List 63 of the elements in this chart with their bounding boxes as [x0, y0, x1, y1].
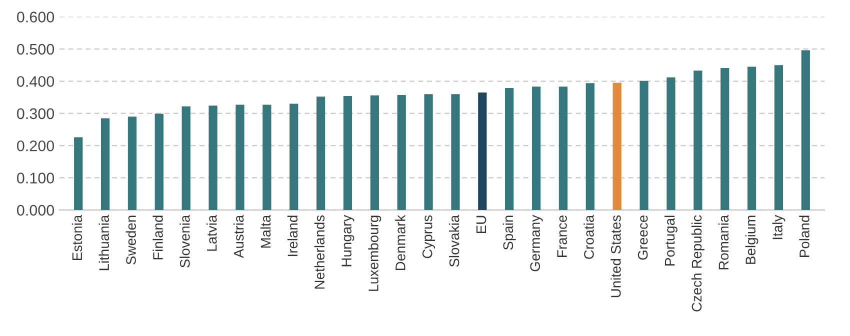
bar: [558, 86, 568, 210]
x-tick-label: France: [557, 215, 567, 257]
bar: [747, 66, 756, 210]
x-tick-label: Slovenia: [180, 214, 190, 268]
x-tick-label: EU: [476, 216, 486, 234]
x-tick-label: Estonia: [72, 214, 82, 260]
y-tick-label: 0.400: [17, 76, 54, 87]
bar: [666, 77, 676, 210]
bar: [505, 88, 514, 210]
x-tick-label: Sweden: [126, 216, 136, 264]
bar: [694, 70, 702, 210]
x-tick-label: Spain: [502, 216, 516, 250]
x-tick-label: Croatia: [584, 214, 594, 259]
bar: [640, 80, 648, 210]
bar: [586, 83, 594, 210]
x-tick-label: Malta: [260, 214, 271, 248]
x-tick-label: Latvia: [206, 214, 217, 251]
bar: [424, 94, 433, 210]
bar: [208, 106, 218, 210]
x-tick-label: Luxembourg: [368, 216, 382, 291]
bar: [370, 95, 379, 210]
bar: [128, 116, 137, 210]
bar: [182, 106, 190, 210]
bar: [774, 65, 784, 210]
bar: [236, 104, 244, 210]
x-tick-label: Netherlands: [314, 215, 325, 289]
y-tick-label: 0.600: [17, 12, 54, 22]
x-tick-label: Greece: [638, 215, 648, 260]
bar: [451, 94, 460, 210]
bar: [532, 86, 541, 210]
bar: [397, 95, 406, 210]
x-tick-label: Portugal: [664, 216, 678, 266]
y-tick-label: 0.200: [17, 140, 54, 152]
bar: [262, 104, 272, 210]
bar: [343, 96, 352, 210]
x-tick-label: Romania: [718, 214, 729, 270]
y-tick-label: 0.500: [17, 44, 54, 55]
x-tick-label: United States: [610, 215, 621, 298]
x-tick-label: Poland: [799, 216, 810, 257]
x-tick-label: Slovakia: [448, 214, 460, 267]
x-tick-label: Germany: [530, 214, 543, 272]
y-tick-label: 0.100: [17, 172, 54, 184]
x-tick-label: Italy: [772, 214, 786, 240]
y-tick-label: 0.000: [17, 204, 54, 216]
x-tick-label: Hungary: [342, 214, 354, 266]
bar: [290, 104, 298, 210]
x-tick-label: Austria: [234, 214, 244, 258]
x-tick-label: Belgium: [745, 216, 758, 264]
bar: [100, 118, 110, 210]
x-tick-label: Denmark: [395, 214, 406, 270]
x-tick-label: Lithuania: [98, 214, 110, 270]
bar: [74, 137, 83, 210]
x-tick-label: Cyprus: [422, 215, 436, 258]
bar: [720, 68, 730, 210]
y-tick-label: 0.300: [17, 108, 54, 120]
bar: [612, 82, 622, 210]
bar: [801, 50, 810, 210]
x-tick-label: Ireland: [287, 216, 298, 256]
x-tick-label: Finland: [152, 216, 163, 260]
bar: [316, 96, 326, 210]
x-tick-label: Czech Republic: [691, 215, 704, 312]
bar: [478, 92, 487, 210]
bar: [154, 114, 164, 210]
